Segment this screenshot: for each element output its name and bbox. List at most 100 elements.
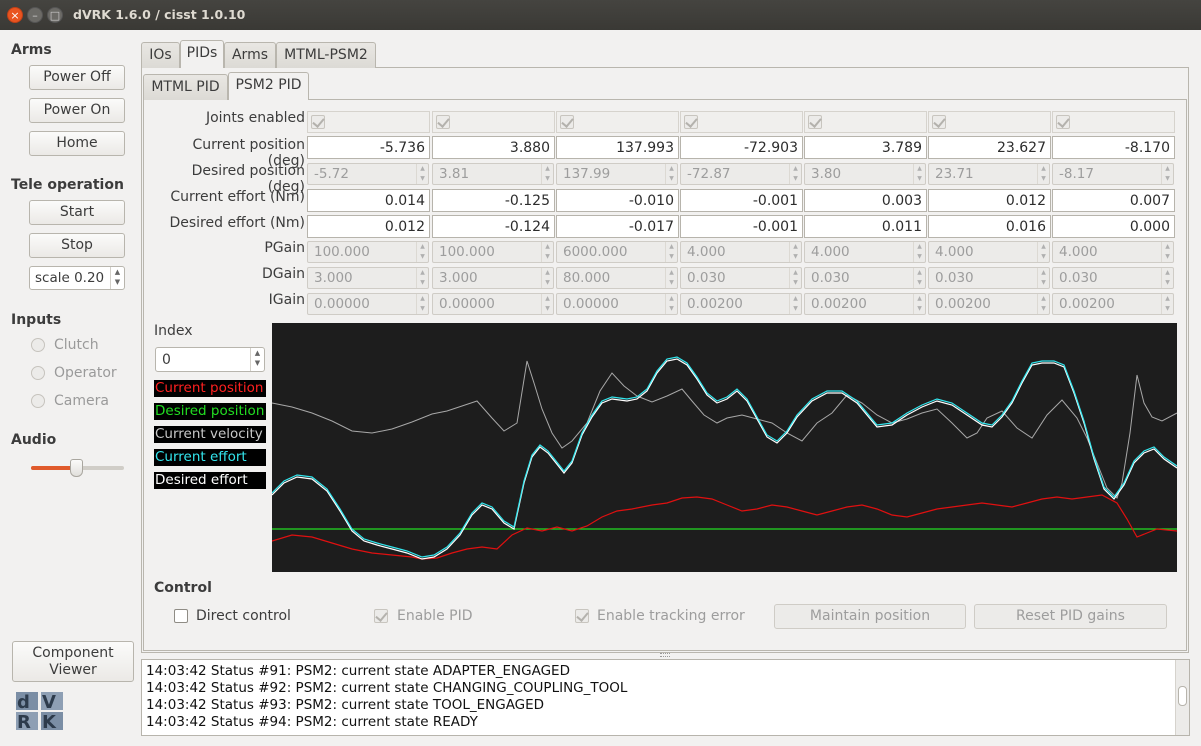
tab-pids[interactable]: PIDs (180, 40, 224, 68)
dgain-cell[interactable]: 0.030 ▲ ▼ (1052, 267, 1174, 289)
close-window-button[interactable]: × (7, 7, 23, 23)
component-viewer-button[interactable]: Component Viewer (12, 641, 134, 682)
current-position-cell: 137.993 (556, 136, 679, 159)
desired-effort-value: -0.001 (752, 219, 798, 235)
igain-cell[interactable]: 0.00000 ▲ ▼ (432, 293, 554, 315)
pgain-cell[interactable]: 4.000 ▲ ▼ (1052, 241, 1174, 263)
spin-arrows-icon[interactable]: ▲ ▼ (1037, 268, 1049, 288)
desired-position-cell[interactable]: 23.71 ▲ ▼ (928, 163, 1050, 185)
joint-enabled-checkbox[interactable] (932, 115, 946, 129)
dgain-cell[interactable]: 0.030 ▲ ▼ (928, 267, 1050, 289)
joint-enabled-checkbox[interactable] (311, 115, 325, 129)
scrollbar-thumb[interactable] (1178, 686, 1187, 706)
spin-arrows-icon[interactable]: ▲ ▼ (541, 164, 553, 184)
spin-arrows-icon[interactable]: ▲ ▼ (1161, 294, 1173, 314)
reset-pid-gains-button[interactable]: Reset PID gains (974, 604, 1167, 629)
enable-tracking-error-checkbox[interactable] (575, 609, 589, 623)
spin-arrows-icon[interactable]: ▲ ▼ (541, 294, 553, 314)
spin-arrows-icon[interactable]: ▲ ▼ (1161, 164, 1173, 184)
power-on-button[interactable]: Power On (29, 98, 125, 123)
spin-arrows-icon[interactable]: ▲ ▼ (913, 294, 925, 314)
direct-control-checkbox[interactable] (174, 609, 188, 623)
igain-cell[interactable]: 0.00200 ▲ ▼ (928, 293, 1050, 315)
igain-cell[interactable]: 0.00200 ▲ ▼ (680, 293, 802, 315)
spin-arrows-icon[interactable]: ▲ ▼ (1161, 242, 1173, 262)
spin-arrows-icon[interactable]: ▲ ▼ (913, 242, 925, 262)
spin-arrows-icon[interactable]: ▲ ▼ (913, 268, 925, 288)
maximize-window-button[interactable]: □ (47, 7, 63, 23)
spin-arrows-icon[interactable]: ▲ ▼ (665, 164, 677, 184)
spin-arrows-icon[interactable]: ▲ ▼ (416, 242, 428, 262)
current-position-value: -5.736 (379, 140, 425, 156)
dgain-cell[interactable]: 0.030 ▲ ▼ (804, 267, 926, 289)
spin-arrows-icon[interactable]: ▲ ▼ (250, 348, 264, 371)
spin-arrows-icon[interactable]: ▲ ▼ (789, 164, 801, 184)
spin-arrows-icon[interactable]: ▲ ▼ (665, 294, 677, 314)
status-log[interactable]: 14:03:42 Status #91: PSM2: current state… (141, 659, 1190, 736)
spin-arrows-icon[interactable]: ▲ ▼ (110, 267, 124, 289)
spin-arrows-icon[interactable]: ▲ ▼ (665, 242, 677, 262)
igain-cell[interactable]: 0.00000 ▲ ▼ (556, 293, 678, 315)
joint-enabled-checkbox[interactable] (436, 115, 450, 129)
desired-position-cell[interactable]: 137.99 ▲ ▼ (556, 163, 678, 185)
power-off-button[interactable]: Power Off (29, 65, 125, 90)
spin-arrows-icon[interactable]: ▲ ▼ (541, 242, 553, 262)
minimize-window-button[interactable]: – (27, 7, 43, 23)
joint-enabled-checkbox[interactable] (1056, 115, 1070, 129)
tab-psm2-pid[interactable]: PSM2 PID (228, 72, 309, 100)
joint-enabled-checkbox[interactable] (560, 115, 574, 129)
tab-ios[interactable]: IOs (141, 42, 180, 68)
spin-arrows-icon[interactable]: ▲ ▼ (1161, 268, 1173, 288)
stop-button[interactable]: Stop (29, 233, 125, 258)
pgain-cell[interactable]: 4.000 ▲ ▼ (804, 241, 926, 263)
legend-current-velocity: Current velocity (154, 426, 266, 443)
scale-spinbox[interactable]: scale 0.20 ▲ ▼ (29, 266, 125, 290)
igain-cell[interactable]: 0.00200 ▲ ▼ (804, 293, 926, 315)
spin-arrows-icon[interactable]: ▲ ▼ (1037, 294, 1049, 314)
spin-arrows-icon[interactable]: ▲ ▼ (665, 268, 677, 288)
spin-arrows-icon[interactable]: ▲ ▼ (1037, 242, 1049, 262)
spin-arrows-icon[interactable]: ▲ ▼ (913, 164, 925, 184)
dgain-value: 0.030 (935, 270, 974, 286)
home-button[interactable]: Home (29, 131, 125, 156)
spin-arrows-icon[interactable]: ▲ ▼ (416, 268, 428, 288)
desired-position-cell[interactable]: 3.80 ▲ ▼ (804, 163, 926, 185)
tab-mtml-pid[interactable]: MTML PID (143, 74, 228, 100)
igain-cell[interactable]: 0.00200 ▲ ▼ (1052, 293, 1174, 315)
pgain-cell[interactable]: 6000.000 ▲ ▼ (556, 241, 678, 263)
spin-arrows-icon[interactable]: ▲ ▼ (541, 268, 553, 288)
enable-pid-checkbox[interactable] (374, 609, 388, 623)
desired-position-cell[interactable]: -8.17 ▲ ▼ (1052, 163, 1174, 185)
desired-position-cell[interactable]: 3.81 ▲ ▼ (432, 163, 554, 185)
spin-arrows-icon[interactable]: ▲ ▼ (416, 164, 428, 184)
tab-mtml-psm2[interactable]: MTML-PSM2 (276, 42, 376, 68)
splitter-handle[interactable] (660, 653, 670, 657)
joint-enabled-checkbox[interactable] (808, 115, 822, 129)
joint-enabled-checkbox[interactable] (684, 115, 698, 129)
current-position-value: 137.993 (616, 140, 674, 156)
desired-position-value: 3.81 (439, 166, 470, 182)
pgain-cell[interactable]: 100.000 ▲ ▼ (307, 241, 429, 263)
tab-arms[interactable]: Arms (224, 42, 276, 68)
log-scrollbar[interactable] (1175, 660, 1189, 735)
pgain-cell[interactable]: 4.000 ▲ ▼ (680, 241, 802, 263)
desired-position-cell[interactable]: -72.87 ▲ ▼ (680, 163, 802, 185)
spin-arrows-icon[interactable]: ▲ ▼ (1037, 164, 1049, 184)
spin-arrows-icon[interactable]: ▲ ▼ (789, 294, 801, 314)
dgain-cell[interactable]: 80.000 ▲ ▼ (556, 267, 678, 289)
index-spinbox[interactable]: 0 ▲ ▼ (155, 347, 265, 372)
maintain-position-button[interactable]: Maintain position (774, 604, 966, 629)
dgain-cell[interactable]: 3.000 ▲ ▼ (432, 267, 554, 289)
start-button[interactable]: Start (29, 200, 125, 225)
spin-arrows-icon[interactable]: ▲ ▼ (789, 242, 801, 262)
pgain-cell[interactable]: 4.000 ▲ ▼ (928, 241, 1050, 263)
dgain-cell[interactable]: 3.000 ▲ ▼ (307, 267, 429, 289)
desired-position-cell[interactable]: -5.72 ▲ ▼ (307, 163, 429, 185)
dgain-cell[interactable]: 0.030 ▲ ▼ (680, 267, 802, 289)
audio-slider-handle[interactable] (70, 459, 83, 477)
spin-arrows-icon[interactable]: ▲ ▼ (416, 294, 428, 314)
spin-arrows-icon[interactable]: ▲ ▼ (789, 268, 801, 288)
igain-cell[interactable]: 0.00000 ▲ ▼ (307, 293, 429, 315)
pgain-cell[interactable]: 100.000 ▲ ▼ (432, 241, 554, 263)
igain-value: 0.00200 (1059, 296, 1115, 312)
